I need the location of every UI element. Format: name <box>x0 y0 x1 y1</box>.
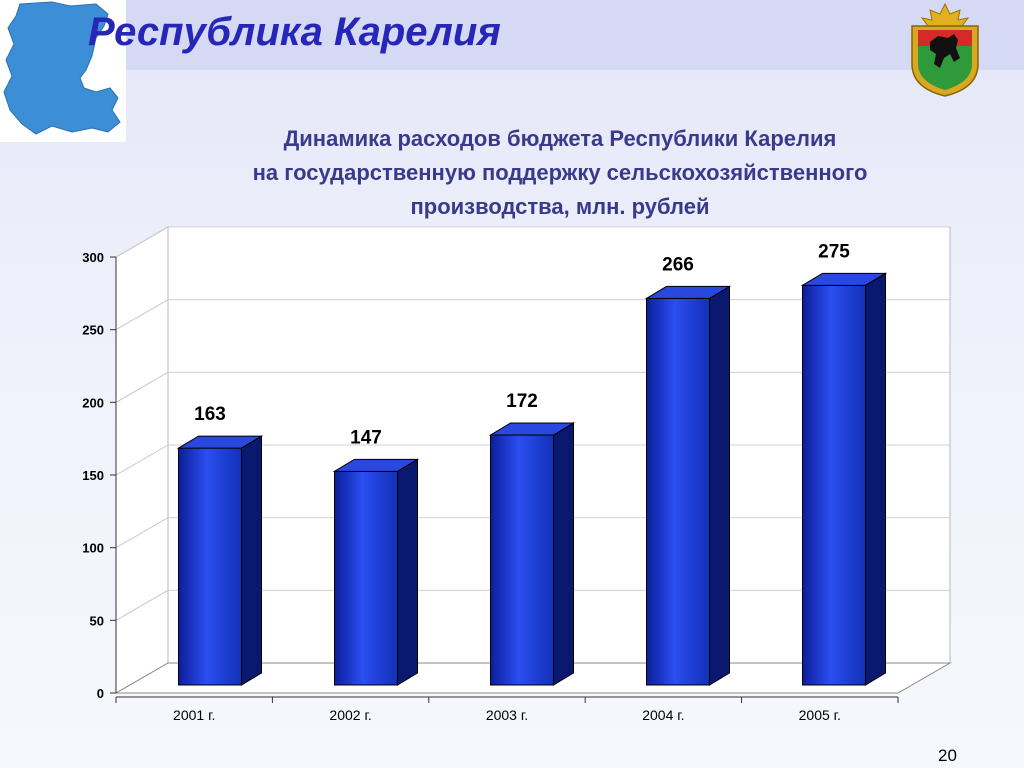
karelia-coat-of-arms <box>904 2 986 98</box>
y-tick-label: 200 <box>82 395 104 410</box>
y-tick-label: 0 <box>97 686 104 701</box>
chart-title-line: производства, млн. рублей <box>410 194 710 219</box>
y-tick-label: 100 <box>82 541 104 556</box>
chart-bars: 163 147 172 266 275 <box>176 241 888 686</box>
chart-title: Динамика расходов бюджета Республики Кар… <box>110 122 1010 224</box>
bar: 147 <box>332 427 420 686</box>
chart-title-line: на государственную поддержку сельскохозя… <box>252 160 868 185</box>
x-tick-label: 2003 г. <box>486 707 528 723</box>
bar: 163 <box>176 404 264 686</box>
page-title: Республика Карелия <box>88 10 501 54</box>
x-tick-label: 2005 г. <box>799 707 841 723</box>
gridline <box>115 299 169 331</box>
x-tick-label: 2002 г. <box>329 707 371 723</box>
gridline <box>115 517 169 549</box>
bar: 275 <box>800 241 888 686</box>
data-label: 266 <box>662 254 694 275</box>
header-band <box>0 0 1024 70</box>
gridline <box>115 589 169 621</box>
data-label: 163 <box>194 404 226 425</box>
bar-top <box>488 422 576 436</box>
data-label: 172 <box>506 391 538 412</box>
gridline <box>115 226 169 258</box>
y-tick-label: 300 <box>82 250 104 265</box>
bar-top <box>176 435 264 449</box>
y-tick-label: 50 <box>90 613 104 628</box>
bar: 266 <box>644 254 732 686</box>
karelia-map <box>0 0 126 142</box>
bar: 172 <box>488 391 576 686</box>
bar-side <box>553 422 574 686</box>
chart-title-line: Динамика расходов бюджета Республики Кар… <box>283 126 837 151</box>
gridline <box>115 444 169 476</box>
x-tick-label: 2004 г. <box>642 707 684 723</box>
bar-side <box>709 285 730 686</box>
bar-front <box>178 447 242 686</box>
bar-top <box>800 272 888 286</box>
bar-side <box>865 272 886 686</box>
bar-front <box>490 434 554 686</box>
bar-front <box>802 284 866 686</box>
page-number: 20 <box>938 746 957 765</box>
gridline <box>115 371 169 403</box>
bar-top <box>332 458 420 472</box>
bar-front <box>334 470 398 686</box>
data-label: 275 <box>818 241 850 262</box>
y-tick-label: 150 <box>82 468 104 483</box>
bar-side <box>241 435 262 686</box>
bar-top <box>644 285 732 299</box>
y-axis: 0 50 100 150 200 250 300 <box>82 250 117 701</box>
x-tick-label: 2001 г. <box>173 707 215 723</box>
y-tick-label: 250 <box>82 323 104 338</box>
bar-front <box>646 297 710 686</box>
x-axis: 2001 г. 2002 г. 2003 г. 2004 г. 2005 г. <box>115 696 899 723</box>
data-label: 147 <box>350 427 382 448</box>
bar-side <box>397 458 418 686</box>
